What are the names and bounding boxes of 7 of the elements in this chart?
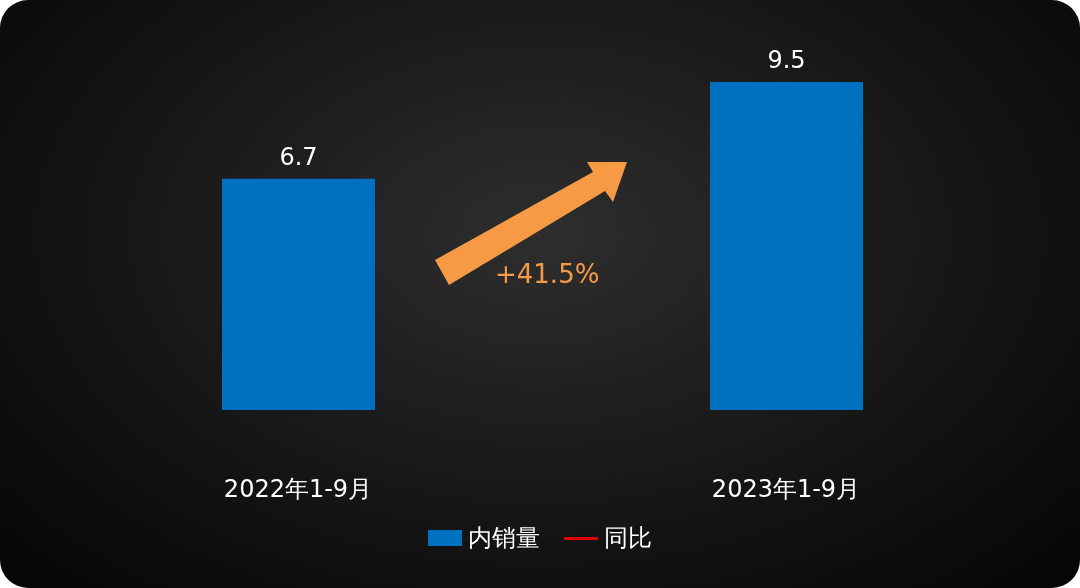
data-label: 9.5 — [767, 46, 806, 74]
legend-label: 内销量 — [468, 523, 540, 554]
annotation: +41.5% — [495, 259, 600, 289]
legend-label: 同比 — [604, 523, 652, 554]
x-tick-label: 2022年1-9月 — [223, 475, 373, 504]
data-label: 6.7 — [279, 142, 318, 171]
x-tick-label: 2023年1-9月 — [711, 475, 861, 504]
